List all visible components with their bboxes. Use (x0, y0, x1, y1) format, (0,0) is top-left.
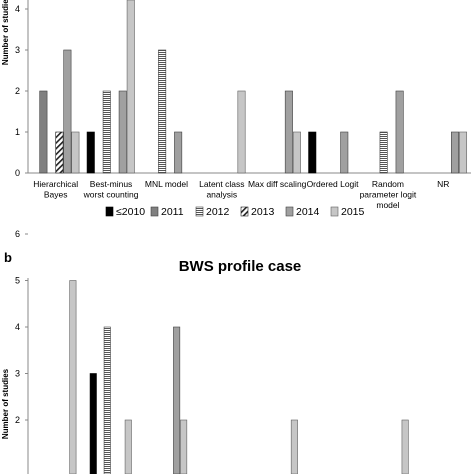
legend-swatch-2010 (105, 206, 114, 217)
legend-swatch-2014 (285, 206, 294, 217)
chart-b-bar-max-diff-scaling-2015 (290, 419, 298, 474)
chart-b-bar-mnl-model-2015 (180, 419, 188, 474)
chart-b-y-tick-label: 6 (15, 229, 20, 239)
chart-a: Number of studies 0 1 2 3 4 Hierarchical Baye… (1, 0, 471, 218)
chart-b-y-tick-label: 4 (15, 322, 20, 332)
chart-a-category-label-ordered-logit: Ordered Logit (307, 179, 360, 189)
chart-b: b BWS profile case Number of studies 2 3 4… (1, 229, 409, 474)
chart-a-bars (39, 0, 468, 174)
chart-a-y-ticks: 0 1 2 3 4 (15, 4, 28, 178)
legend-label-2012: 2012 (206, 206, 230, 218)
chart-b-bar-best-minus-worst-counting-2012 (103, 326, 111, 474)
chart-a-category-label-nr: NR (437, 179, 449, 189)
chart-a-bar-hierarchical-bayes-2014 (63, 49, 72, 174)
chart-a-bar-mnl-model-2014 (174, 131, 183, 174)
chart-b-y-tick-label: 5 (15, 276, 20, 286)
legend-item-2014: 2014 (285, 206, 320, 218)
chart-a-category-label-best-minus-worst-counting: Best-minus worst counting (83, 179, 139, 200)
chart-a-y-tick-label: 3 (15, 45, 20, 55)
legend-label-2014: 2014 (296, 206, 320, 218)
chart-a-y-tick-label: 4 (15, 4, 20, 14)
legend-label-2010: ≤2010 (116, 206, 145, 218)
chart-a-bar-hierarchical-bayes-2015 (71, 131, 80, 174)
chart-a-bar-latent-class-analysis-2015 (237, 90, 246, 174)
chart-b-bar-random-parameter-logit-model-2015 (401, 419, 409, 474)
chart-a-category-label-max-diff-scaling: Max diff scaling (248, 179, 307, 189)
legend-label-2015: 2015 (341, 206, 365, 218)
chart-b-y-tick-label: 2 (15, 415, 20, 425)
chart-a-bar-hierarchical-bayes-2011 (39, 90, 48, 174)
chart-a-y-tick-label: 2 (15, 86, 20, 96)
chart-a-bar-random-parameter-logit-model-2012 (379, 131, 388, 174)
legend-swatch-2011 (150, 206, 159, 217)
chart-b-panel-label: b (4, 250, 12, 265)
chart-a-category-label-latent-class-analysis: Latent class analysis (199, 179, 244, 200)
chart-a-bar-nr-2014 (451, 131, 460, 174)
chart-a-bar-best-minus-worst-counting-2015 (126, 0, 135, 174)
chart-b-y-tick-label: 3 (15, 369, 20, 379)
chart-a-bar-nr-2015 (459, 131, 468, 174)
chart-a-legend: ≤2010 2011 2012 2013 2014 2015 (105, 206, 365, 218)
chart-a-bar-mnl-model-2012 (158, 49, 167, 174)
chart-a-category-label-hierarchical-bayes: Hierarchical Bayes (33, 179, 78, 200)
chart-a-y-tick-label: 0 (15, 168, 20, 178)
legend-item-2013: 2013 (240, 206, 275, 218)
chart-a-bar-best-minus-worst-counting-2012 (102, 90, 111, 174)
chart-a-y-tick-label: 1 (15, 127, 20, 137)
chart-a-bar-ordered-logit-2010 (308, 131, 317, 174)
chart-b-bars (69, 280, 409, 474)
legend-swatch-2015 (330, 206, 339, 217)
chart-a-bar-best-minus-worst-counting-2010 (86, 131, 95, 174)
legend-swatch-2012 (195, 206, 204, 217)
chart-b-bar-mnl-model-2014 (173, 326, 181, 474)
chart-b-y-axis-label: Number of studies (1, 368, 10, 439)
chart-b-y-ticks: 2 3 4 5 6 (15, 229, 28, 425)
legend-label-2013: 2013 (251, 206, 275, 218)
chart-b-bar-best-minus-worst-counting-2015 (124, 419, 132, 474)
legend-swatch-2013 (240, 206, 249, 217)
chart-a-bar-max-diff-scaling-2014 (284, 90, 293, 174)
chart-a-bar-random-parameter-logit-model-2014 (395, 90, 404, 174)
chart-b-bar-hierarchical-bayes-2015 (69, 280, 77, 474)
chart-b-bar-best-minus-worst-counting-2010 (89, 373, 97, 474)
chart-a-bar-ordered-logit-2014 (340, 131, 349, 174)
legend-item-2015: 2015 (330, 206, 365, 218)
chart-a-y-axis-label: Number of studies (1, 0, 10, 65)
legend-item-2012: 2012 (195, 206, 230, 218)
chart-a-category-label-mnl-model: MNL model (145, 179, 188, 189)
chart-a-category-label-random-parameter-logit-model: Random parameter logit model (360, 179, 417, 210)
legend-item-2010: ≤2010 (105, 206, 145, 218)
chart-b-title: BWS profile case (179, 258, 302, 275)
chart-a-bar-hierarchical-bayes-2013 (55, 131, 64, 174)
legend-label-2011: 2011 (161, 206, 184, 218)
chart-a-bar-max-diff-scaling-2015 (292, 131, 301, 174)
legend-item-2011: 2011 (150, 206, 184, 218)
chart-a-bar-best-minus-worst-counting-2014 (118, 90, 127, 174)
